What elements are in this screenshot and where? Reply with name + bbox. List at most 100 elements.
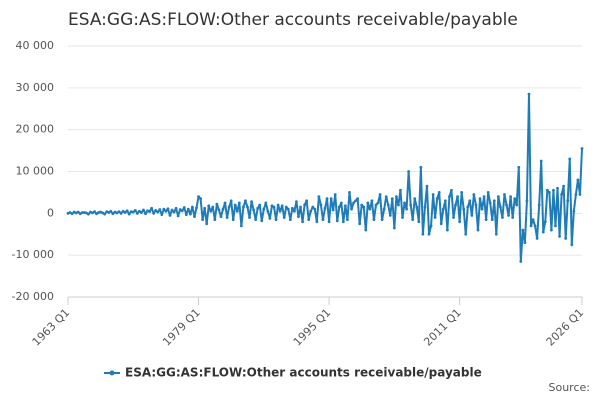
point — [458, 220, 462, 224]
point — [254, 218, 258, 222]
point — [397, 203, 400, 207]
point — [376, 201, 380, 205]
point — [272, 205, 276, 209]
point — [331, 208, 335, 212]
point — [525, 199, 529, 203]
point — [182, 206, 186, 209]
point — [443, 199, 447, 203]
point — [370, 199, 374, 203]
point — [346, 218, 349, 222]
point — [413, 197, 417, 201]
point — [450, 188, 453, 192]
point — [166, 207, 170, 211]
point — [84, 211, 88, 215]
point — [142, 208, 145, 212]
point — [115, 211, 119, 215]
point — [107, 211, 111, 214]
point — [550, 228, 553, 232]
y-tick-label: 40 000 — [16, 39, 55, 52]
point — [566, 199, 570, 203]
point — [405, 207, 408, 211]
point — [186, 207, 190, 211]
point — [121, 209, 125, 213]
y-tick-label: 10 000 — [16, 165, 55, 178]
point — [415, 205, 419, 209]
point — [193, 215, 196, 219]
point — [313, 207, 317, 211]
point — [282, 216, 286, 219]
point — [494, 232, 498, 236]
point — [560, 193, 564, 196]
point — [547, 191, 551, 194]
point — [266, 209, 270, 213]
point — [535, 237, 539, 240]
point — [339, 201, 343, 205]
point — [315, 220, 319, 224]
point — [480, 207, 484, 211]
point — [133, 209, 137, 212]
point — [131, 210, 135, 214]
point — [154, 209, 158, 212]
chart-title: ESA:GG:AS:FLOW:Other accounts receivable… — [68, 10, 518, 30]
x-tick-label: 2026 Q1 — [544, 306, 587, 349]
point — [486, 191, 490, 194]
point — [552, 188, 555, 192]
point — [270, 204, 274, 208]
point — [250, 200, 253, 204]
point — [533, 224, 537, 228]
point — [570, 243, 574, 247]
point — [429, 224, 433, 228]
point — [358, 222, 362, 226]
point — [268, 216, 272, 220]
point — [574, 193, 578, 196]
point — [454, 203, 457, 207]
point — [460, 191, 464, 194]
point — [433, 216, 437, 219]
point — [158, 208, 162, 211]
point — [343, 204, 347, 208]
point — [160, 213, 164, 216]
point — [531, 218, 535, 222]
point — [441, 207, 445, 211]
point — [401, 216, 404, 219]
point — [439, 222, 443, 226]
point — [125, 209, 129, 213]
x-tick-label: 1979 Q1 — [160, 306, 203, 349]
point — [162, 207, 166, 211]
point — [386, 203, 390, 207]
point — [456, 195, 459, 199]
point — [305, 199, 309, 203]
point — [366, 201, 370, 205]
point — [199, 197, 202, 201]
point — [472, 193, 476, 196]
point — [295, 200, 298, 204]
point — [392, 226, 396, 230]
point — [421, 232, 425, 236]
y-tick-label: -10 000 — [12, 248, 54, 261]
point — [394, 195, 398, 199]
legend-label: ESA:GG:AS:FLOW:Other accounts receivable… — [125, 366, 482, 380]
point — [119, 211, 123, 215]
point — [519, 260, 523, 263]
point — [517, 165, 521, 169]
point — [172, 210, 176, 214]
point — [327, 220, 331, 224]
point — [221, 207, 225, 211]
point — [364, 228, 368, 232]
point — [101, 211, 105, 215]
point — [515, 203, 519, 207]
point — [529, 224, 533, 228]
point — [109, 209, 113, 213]
point — [382, 207, 386, 211]
point — [323, 206, 327, 210]
point — [333, 193, 337, 196]
point — [352, 201, 355, 205]
point — [513, 197, 517, 201]
point — [503, 193, 506, 196]
point — [539, 159, 543, 163]
point — [170, 208, 174, 212]
y-tick-label: -20 000 — [12, 290, 54, 303]
point — [354, 199, 357, 203]
point — [211, 205, 215, 209]
point — [86, 212, 90, 216]
